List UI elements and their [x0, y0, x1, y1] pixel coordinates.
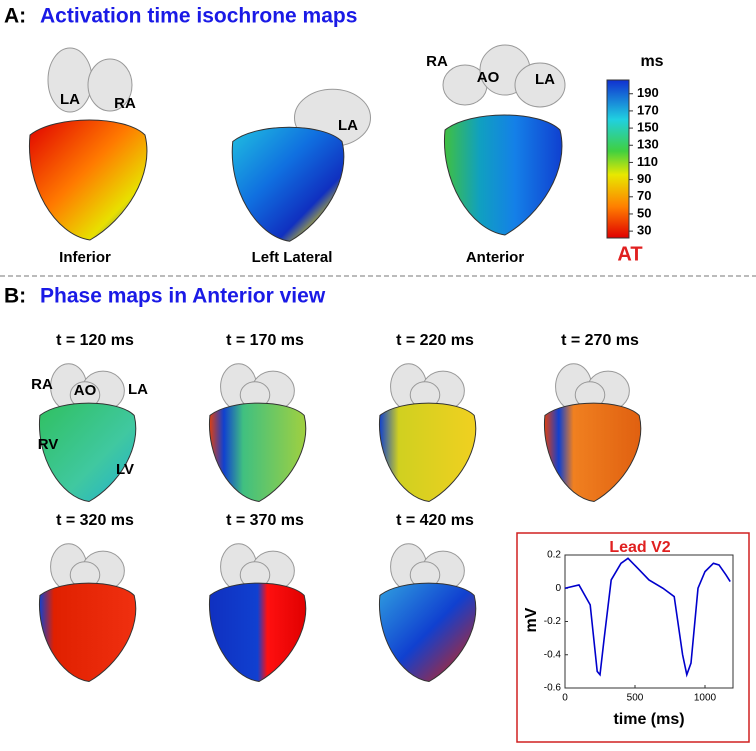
frame-label: t = 170 ms: [226, 332, 304, 349]
ventricle: [38, 582, 137, 683]
chamber-label: LV: [116, 461, 134, 478]
chamber-label: LA: [128, 381, 148, 398]
chamber-label: LA: [338, 117, 358, 134]
chamber-label: RA: [31, 376, 53, 393]
panel-title: Phase maps in Anterior view: [40, 285, 326, 308]
view-label: Left Lateral: [252, 249, 333, 266]
colorbar: [606, 79, 630, 239]
y-tick-label: -0.6: [544, 683, 562, 694]
colorbar-tick-label: 130: [637, 137, 659, 152]
ventricle: [378, 582, 477, 683]
x-tick-label: 500: [627, 693, 644, 704]
ventricle: [378, 402, 477, 503]
y-tick-label: 0: [555, 583, 561, 594]
chamber-label: LA: [535, 71, 555, 88]
ecg-frame: [516, 532, 750, 743]
chamber-label: AO: [74, 382, 97, 399]
colorbar-name: AT: [617, 243, 642, 265]
colorbar-tick-label: 110: [637, 154, 658, 169]
colorbar-tick-label: 190: [637, 85, 659, 100]
ventricle: [208, 582, 307, 683]
chamber-label: LA: [60, 91, 80, 108]
chamber-label: RA: [114, 95, 136, 112]
ventricle: [208, 402, 307, 503]
x-axis-label: time (ms): [613, 711, 684, 728]
x-tick-label: 0: [562, 693, 568, 704]
y-axis-label: mV: [523, 607, 540, 632]
colorbar-tick-label: 90: [637, 171, 651, 186]
frame-label: t = 120 ms: [56, 332, 134, 349]
colorbar-tick-label: 70: [637, 188, 651, 203]
ecg-line: [564, 557, 731, 678]
colorbar-tick-label: 30: [637, 223, 651, 238]
frame-label: t = 370 ms: [226, 512, 304, 529]
colorbar-unit: ms: [640, 53, 663, 70]
ventricle: [231, 126, 345, 242]
x-tick-label: 1000: [694, 693, 717, 704]
y-tick-label: 0.2: [547, 550, 561, 561]
chamber-label: RV: [38, 436, 59, 453]
ventricle: [543, 402, 642, 503]
atrium: [514, 62, 566, 108]
colorbar-tick-label: 50: [637, 205, 651, 220]
ventricle: [38, 402, 137, 503]
panel-title: Activation time isochrone maps: [40, 5, 357, 28]
colorbar-tick-label: 150: [637, 120, 659, 135]
chamber-label: RA: [426, 53, 448, 70]
panel-letter: A:: [4, 5, 26, 28]
frame-label: t = 320 ms: [56, 512, 134, 529]
view-label: Inferior: [59, 249, 111, 266]
ventricle: [443, 114, 563, 236]
frame-label: t = 420 ms: [396, 512, 474, 529]
colorbar-tick-label: 170: [637, 102, 659, 117]
frame-label: t = 220 ms: [396, 332, 474, 349]
panel-letter: B:: [4, 285, 26, 308]
chamber-label: AO: [477, 69, 500, 86]
chart-title: Lead V2: [609, 539, 670, 556]
atrium: [87, 58, 133, 112]
ventricle: [28, 119, 148, 241]
frame-label: t = 270 ms: [561, 332, 639, 349]
y-tick-label: -0.2: [544, 616, 562, 627]
y-tick-label: -0.4: [544, 649, 562, 660]
view-label: Anterior: [466, 249, 525, 266]
